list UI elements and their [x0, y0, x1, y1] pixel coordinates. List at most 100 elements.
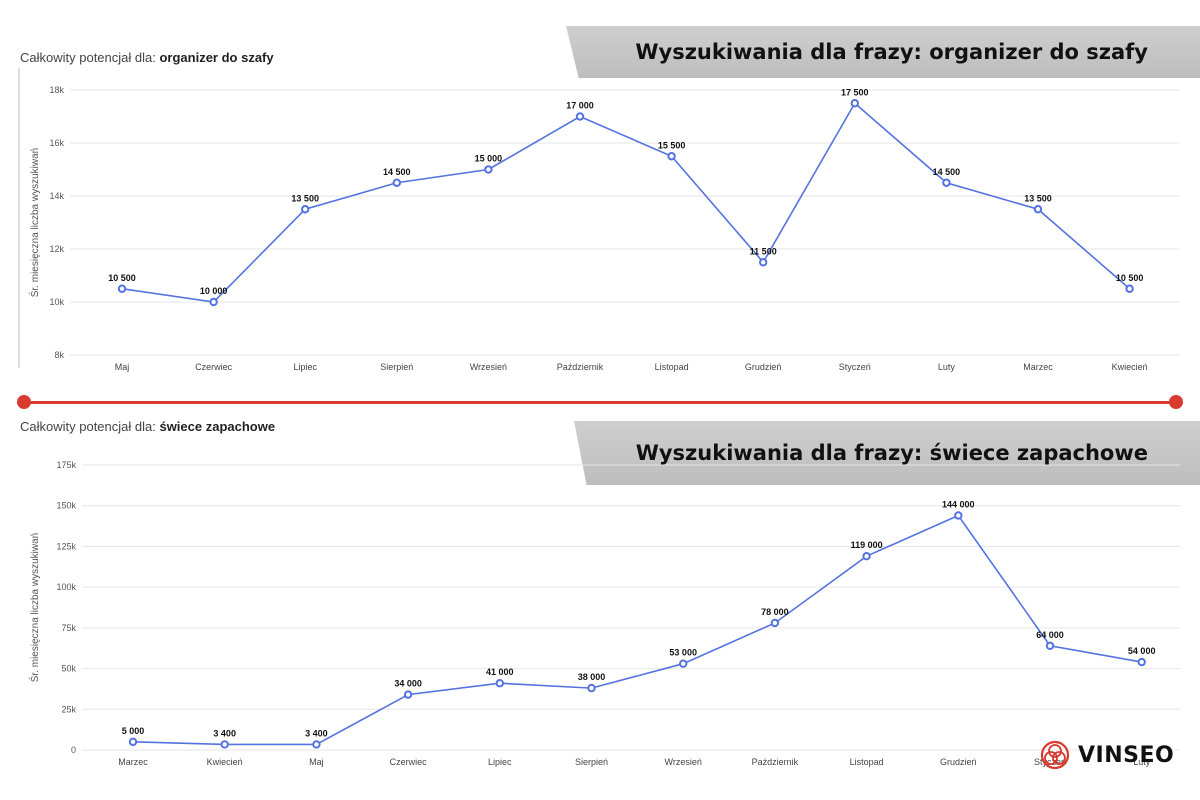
divider-dot-right [1169, 395, 1183, 409]
chart1-data-point [301, 205, 310, 214]
chart2-xtick-label: Listopad [850, 757, 884, 767]
chart1-data-label: 10 000 [200, 286, 228, 296]
vinseo-logo: VINSEO [1040, 740, 1174, 770]
chart2-xtick-label: Wrzesień [665, 757, 702, 767]
chart1-data-point [759, 258, 768, 267]
chart1-data-label: 14 500 [383, 167, 411, 177]
chart2-data-point [1045, 641, 1055, 650]
left-divider-line [18, 68, 20, 368]
chart1-data-label: 13 500 [291, 193, 319, 203]
chart2-data-label: 3 400 [213, 728, 236, 738]
chart2-data-point [587, 683, 596, 693]
chart2-data-point [312, 740, 321, 749]
chart1-xtick-label: Luty [938, 362, 956, 372]
chart2-xtick-label: Styczeń [1034, 757, 1066, 767]
chart2-ytick-label: 150k [56, 501, 76, 511]
chart2-data-point [220, 740, 229, 749]
chart1-xtick-label: Listopad [655, 362, 689, 372]
chart1-data-point [392, 178, 401, 187]
chart1-data-point [209, 297, 218, 307]
chart2-data-label: 34 000 [394, 679, 422, 689]
chart1-xtick-label: Październik [557, 362, 604, 372]
chart2-ytick-label: 75k [61, 623, 76, 633]
chart1-data-label: 13 500 [1024, 193, 1052, 203]
chart1-subtitle: Całkowity potencjał dla: organizer do sz… [20, 50, 274, 65]
chart2-data-point [862, 552, 871, 561]
chart2-xtick-label: Grudzień [940, 757, 977, 767]
section-divider [20, 401, 1176, 404]
chart1-subtitle-keyword: organizer do szafy [159, 50, 274, 65]
chart2-data-label: 54 000 [1128, 646, 1156, 656]
chart1-xtick-label: Czerwiec [195, 362, 233, 372]
divider-dot-left [17, 395, 31, 409]
chart2-xtick-label: Październik [752, 757, 799, 767]
chart1-xtick-label: Marzec [1023, 362, 1053, 372]
chart2-ytick-label: 100k [56, 582, 76, 592]
chart1-ytick-label: 14k [49, 191, 64, 201]
chart2-subtitle-prefix: Całkowity potencjał dla: [20, 419, 160, 434]
chart1-svg: 8k 10k 12k 14k 16k 18k Śr. miesięczna liczba w… [28, 85, 1180, 372]
chart1-data-point [484, 165, 493, 174]
chart2-data-point [1137, 657, 1146, 667]
chart1-data-label: 17 500 [841, 87, 869, 97]
chart1-xtick-label: Wrzesień [470, 362, 507, 372]
chart1-ytick-label: 10k [49, 297, 64, 307]
chart2-data-point [954, 511, 963, 520]
chart2-subtitle-keyword: świece zapachowe [159, 419, 276, 434]
chart2-banner-text: Wyszukiwania dla frazy: świece zapachowe [635, 441, 1148, 465]
chart2-data-label: 144 000 [942, 499, 975, 509]
chart2-data-point [679, 659, 688, 668]
chart2-data-point [403, 690, 413, 699]
chart1-data-label: 10 500 [108, 273, 136, 283]
chart1-data-point [850, 99, 859, 108]
vinseo-logo-text: VINSEO [1078, 742, 1175, 768]
chart1-data-point [575, 112, 585, 121]
chart2-ytick-label: 25k [61, 704, 76, 714]
chart1-data-label: 10 500 [1116, 273, 1144, 283]
chart1-data-label: 11 500 [750, 246, 777, 256]
vinseo-logo-icon [1040, 740, 1070, 770]
chart2-ytick-label: 175k [56, 460, 76, 470]
chart2-series-line [132, 514, 1142, 746]
chart1-xtick-label: Styczeń [839, 362, 871, 372]
chart1-ylabel: Śr. miesięczna liczba wyszukiwań [28, 148, 41, 298]
chart1-subtitle-prefix: Całkowity potencjał dla: [20, 50, 160, 65]
chart2-xtick-label: Maj [309, 757, 324, 767]
chart2-data-label: 41 000 [486, 667, 514, 677]
chart2-data-label: 38 000 [578, 672, 606, 682]
chart1-xtick-label: Maj [115, 362, 130, 372]
chart2-xtick-label: Luty [1133, 757, 1151, 767]
chart2-banner: Wyszukiwania dla frazy: świece zapachowe [574, 421, 1200, 485]
chart2-ytick-label: 125k [56, 541, 76, 551]
chart2-xtick-label: Czerwiec [390, 757, 428, 767]
chart2-subtitle: Całkowity potencjał dla: świece zapachow… [20, 419, 275, 434]
chart1-xtick-label: Kwiecień [1112, 362, 1148, 372]
chart2-svg: 0 25k 50k 75k 100k 125k 150k 175k Śr. miesięczna… [28, 460, 1180, 767]
chart2-data-point [770, 618, 780, 628]
chart1-data-point [1033, 205, 1043, 214]
chart1-banner-text: Wyszukiwania dla frazy: organizer do sza… [635, 40, 1148, 64]
chart1-data-point [117, 284, 127, 293]
chart1-data-point [1125, 284, 1134, 293]
chart1-ytick-label: 18k [49, 85, 64, 95]
chart2-data-label: 64 000 [1036, 630, 1064, 640]
chart2-data-label: 119 000 [851, 540, 883, 550]
chart2-data-point [128, 737, 138, 747]
chart1-ytick-label: 16k [49, 138, 64, 148]
chart1-data-label: 14 500 [933, 167, 961, 177]
chart1-data-point [942, 178, 951, 187]
chart1-xtick-label: Grudzień [745, 362, 782, 372]
chart2-data-label: 78 000 [761, 607, 789, 617]
chart2-ylabel: Śr. miesięczna liczba wyszukiwań [28, 533, 41, 683]
chart2-xtick-label: Sierpień [575, 757, 608, 767]
chart1-xtick-label: Lipiec [293, 362, 317, 372]
chart2-data-label: 5 000 [122, 726, 145, 736]
chart2-ytick-label: 0 [71, 745, 76, 755]
chart1-xtick-label: Sierpień [380, 362, 413, 372]
chart2-data-point [495, 679, 504, 688]
chart2-ytick-label: 50k [61, 664, 76, 674]
chart1-data-point [667, 152, 676, 161]
chart1-ytick-label: 12k [49, 244, 64, 254]
chart1-banner: Wyszukiwania dla frazy: organizer do sza… [566, 26, 1200, 78]
chart2-xtick-label: Marzec [118, 757, 148, 767]
